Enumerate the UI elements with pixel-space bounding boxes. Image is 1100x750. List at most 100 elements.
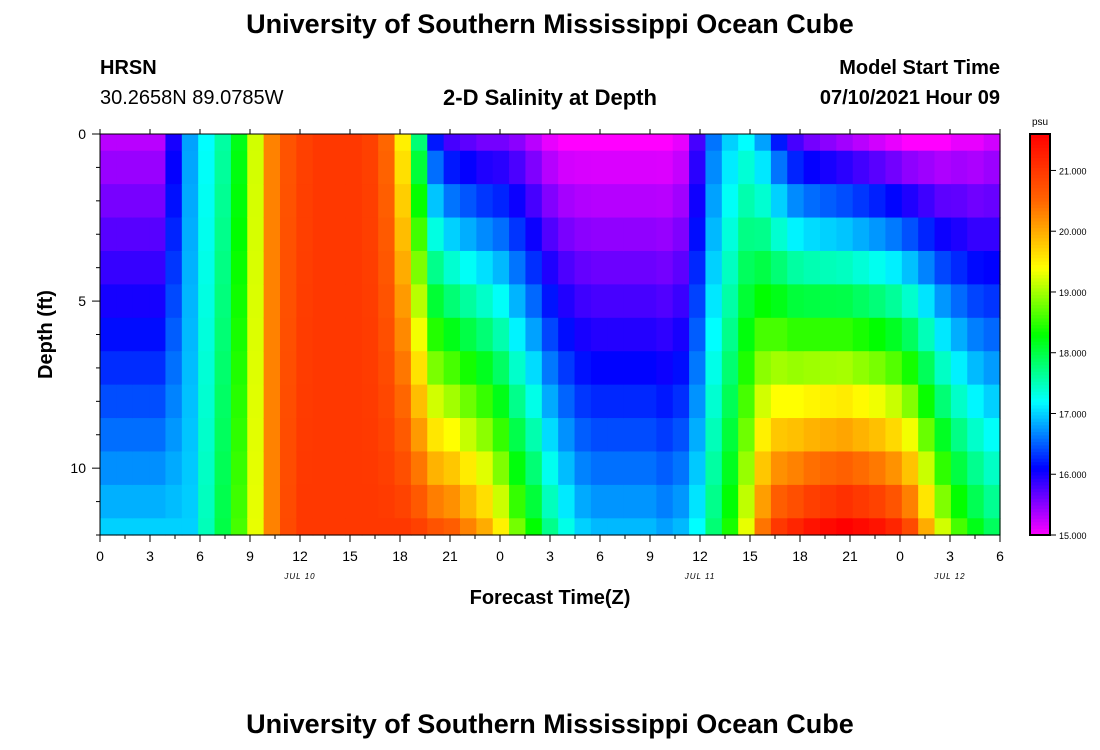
heatmap-cell <box>247 484 265 519</box>
heatmap-cell <box>770 484 788 519</box>
heatmap-cell <box>230 217 248 252</box>
heatmap-cell <box>214 384 232 419</box>
heatmap-cell <box>329 518 347 536</box>
heatmap-cell <box>950 284 968 319</box>
heatmap-cell <box>574 217 592 252</box>
heatmap-cell <box>427 184 445 219</box>
heatmap-cell <box>312 250 330 285</box>
colorbar-segment <box>1030 431 1050 436</box>
colorbar-segment <box>1030 424 1050 429</box>
heatmap-cell <box>721 317 739 352</box>
heatmap-cell <box>672 451 690 486</box>
colorbar-segment <box>1030 250 1050 255</box>
heatmap-cell <box>116 284 134 319</box>
heatmap-cell <box>590 484 608 519</box>
heatmap-cell <box>296 451 314 486</box>
heatmap-cell <box>623 184 641 219</box>
heatmap-cell <box>541 217 559 252</box>
colorbar-segment <box>1030 508 1050 513</box>
heatmap-cell <box>836 150 854 185</box>
heatmap-cell <box>410 250 428 285</box>
heatmap-cell <box>181 384 199 419</box>
heatmap-cell <box>394 418 412 453</box>
heatmap-cell <box>770 250 788 285</box>
heatmap-cell <box>590 134 608 152</box>
heatmap-cell <box>754 351 772 386</box>
heatmap-cell <box>116 317 134 352</box>
colorbar-segment <box>1030 134 1050 138</box>
heatmap-cell <box>296 250 314 285</box>
heatmap-cell <box>607 418 625 453</box>
heatmap-cell <box>754 418 772 453</box>
heatmap-cell <box>754 484 772 519</box>
heatmap-cell <box>885 518 903 536</box>
heatmap-cell <box>852 317 870 352</box>
heatmap-cell <box>721 451 739 486</box>
x-tick-label: 21 <box>842 548 858 564</box>
heatmap-cell <box>116 451 134 486</box>
heatmap-cell <box>885 418 903 453</box>
heatmap-cell <box>345 284 363 319</box>
colorbar-segment <box>1030 254 1050 259</box>
heatmap-cell <box>967 284 985 319</box>
colorbar-segment <box>1030 240 1050 245</box>
heatmap-cell <box>427 150 445 185</box>
heatmap-cell <box>803 451 821 486</box>
heatmap-cell <box>967 184 985 219</box>
heatmap-cell <box>558 317 576 352</box>
heatmap-cell <box>247 384 265 419</box>
heatmap-cell <box>247 317 265 352</box>
heatmap-cell <box>640 184 657 219</box>
colorbar-segment <box>1030 351 1050 356</box>
heatmap-cell <box>820 284 837 319</box>
heatmap-cell <box>263 217 281 252</box>
heatmap-cell <box>983 484 1001 519</box>
heatmap-cell <box>492 284 510 319</box>
heatmap-cell <box>574 317 592 352</box>
heatmap-cell <box>558 384 576 419</box>
heatmap-cell <box>100 351 117 386</box>
heatmap-cell <box>869 184 887 219</box>
heatmap-cell <box>754 284 772 319</box>
heatmap-cell <box>165 384 183 419</box>
colorbar-segment <box>1030 317 1050 322</box>
colorbar-segment <box>1030 170 1050 175</box>
heatmap-cell <box>738 484 756 519</box>
heatmap-cell <box>656 250 674 285</box>
heatmap-cell <box>263 484 281 519</box>
heatmap-cell <box>329 418 347 453</box>
heatmap-cell <box>525 284 543 319</box>
colorbar-segment <box>1030 494 1050 499</box>
heatmap-cell <box>247 134 265 152</box>
heatmap-cell <box>280 134 297 152</box>
heatmap-cell <box>934 518 952 536</box>
heatmap-cell <box>329 484 347 519</box>
heatmap-cell <box>312 184 330 219</box>
page-title: University of Southern Mississippi Ocean… <box>246 9 854 39</box>
heatmap-cell <box>296 317 314 352</box>
heatmap-cell <box>640 317 657 352</box>
heatmap-cell <box>967 451 985 486</box>
heatmap-cell <box>950 484 968 519</box>
heatmap-cell <box>181 150 199 185</box>
heatmap-cell <box>410 451 428 486</box>
colorbar-segment <box>1030 214 1050 219</box>
colorbar-segment <box>1030 438 1050 443</box>
heatmap-cell <box>263 518 281 536</box>
heatmap-cell <box>640 484 657 519</box>
colorbar-segment <box>1030 518 1050 523</box>
heatmap-cell <box>721 250 739 285</box>
heatmap-cell <box>738 150 756 185</box>
colorbar-segment <box>1030 311 1050 316</box>
heatmap-cell <box>149 150 167 185</box>
heatmap-cell <box>967 250 985 285</box>
heatmap-cell <box>509 134 527 152</box>
heatmap-cell <box>280 351 297 386</box>
colorbar-segment <box>1030 391 1050 396</box>
heatmap-cell <box>361 150 379 185</box>
colorbar-segment <box>1030 227 1050 232</box>
heatmap-cell <box>280 250 297 285</box>
heatmap-cell <box>574 284 592 319</box>
heatmap-cell <box>230 317 248 352</box>
heatmap-cell <box>525 250 543 285</box>
